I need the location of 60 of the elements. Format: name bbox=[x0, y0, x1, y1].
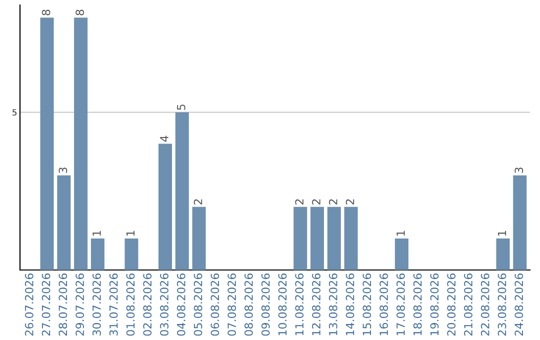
x-tick-label: 16.08.2026 bbox=[380, 273, 388, 336]
bar bbox=[513, 175, 527, 270]
data-label: 1 bbox=[396, 230, 405, 236]
x-tick-label: 30.07.2026 bbox=[92, 273, 101, 336]
data-label: 1 bbox=[498, 230, 506, 236]
x-tick-label: 26.07.2026 bbox=[24, 273, 34, 336]
bar bbox=[40, 18, 54, 270]
x-tick-label: 21.08.2026 bbox=[464, 273, 472, 336]
bar bbox=[327, 206, 341, 270]
x-tick-label: 10.08.2026 bbox=[278, 273, 287, 336]
x-tick-label: 03.08.2026 bbox=[160, 273, 168, 336]
data-label: 2 bbox=[295, 199, 304, 205]
x-tick-label: 31.07.2026 bbox=[109, 273, 118, 336]
bar bbox=[310, 206, 324, 270]
x-tick-label: 17.08.2026 bbox=[396, 273, 405, 336]
data-label: 5 bbox=[177, 104, 186, 110]
bar bbox=[294, 206, 308, 270]
x-tick-label: 18.08.2026 bbox=[413, 273, 422, 336]
x-tick-label: 01.08.2026 bbox=[126, 273, 135, 336]
bar bbox=[344, 206, 358, 270]
bar bbox=[496, 238, 510, 270]
x-tick-label: 24.08.2026 bbox=[514, 273, 524, 336]
x-tick-label: 14.08.2026 bbox=[346, 273, 354, 336]
x-tick-label: 09.08.2026 bbox=[261, 273, 270, 336]
x-tick-label: 27.07.2026 bbox=[42, 273, 50, 336]
data-label: 8 bbox=[42, 10, 50, 16]
bar bbox=[175, 112, 189, 270]
bar bbox=[192, 206, 206, 270]
data-label: 1 bbox=[126, 230, 135, 236]
bar bbox=[57, 175, 71, 270]
x-tick-label: 13.08.2026 bbox=[328, 273, 338, 336]
bar bbox=[158, 144, 172, 270]
bar bbox=[74, 18, 88, 270]
data-label: 1 bbox=[92, 230, 101, 236]
data-label: 2 bbox=[312, 199, 320, 205]
x-tick-label: 23.08.2026 bbox=[498, 273, 506, 336]
data-label: 3 bbox=[514, 168, 524, 173]
data-label: 4 bbox=[160, 136, 168, 142]
x-tick-label: 08.08.2026 bbox=[244, 273, 253, 336]
x-tick-label: 29.07.2026 bbox=[76, 273, 84, 336]
data-label: 8 bbox=[76, 10, 84, 16]
data-label: 2 bbox=[194, 199, 202, 205]
x-tick-label: 22.08.2026 bbox=[480, 273, 490, 336]
x-tick-label: 15.08.2026 bbox=[362, 273, 372, 336]
x-tick-label: 04.08.2026 bbox=[176, 273, 186, 336]
x-tick-label: 28.07.2026 bbox=[58, 273, 68, 336]
x-tick-label: 19.08.2026 bbox=[430, 273, 439, 336]
data-label: 2 bbox=[328, 199, 338, 205]
x-tick-label: 11.08.2026 bbox=[295, 273, 304, 336]
x-tick-label: 02.08.2026 bbox=[143, 273, 152, 336]
x-tick-label: 07.08.2026 bbox=[228, 273, 236, 336]
x-tick-label: 06.08.2026 bbox=[210, 273, 220, 336]
data-label: 2 bbox=[346, 199, 354, 205]
data-label: 3 bbox=[58, 168, 68, 173]
bar bbox=[394, 238, 408, 270]
x-tick-label: 12.08.2026 bbox=[312, 273, 320, 336]
bar bbox=[124, 238, 138, 270]
x-tick-label: 20.08.2026 bbox=[447, 273, 456, 336]
bar bbox=[90, 238, 104, 270]
x-tick-label: 05.08.2026 bbox=[194, 273, 202, 336]
